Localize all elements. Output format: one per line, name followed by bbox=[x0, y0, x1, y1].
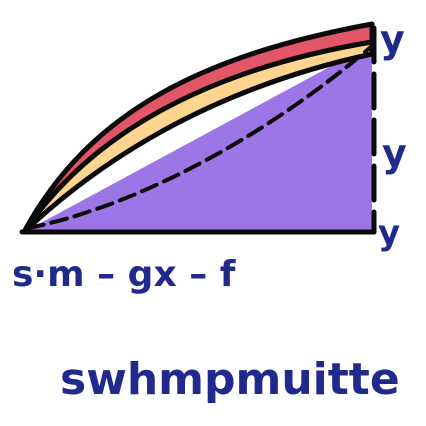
y-label-bottom: y bbox=[378, 213, 400, 253]
y-label-top: y bbox=[380, 17, 405, 61]
purple-triangle bbox=[24, 44, 372, 232]
formula-label: s·m – gx – f bbox=[12, 254, 236, 295]
y-label-middle: y bbox=[382, 131, 407, 175]
dashed-curve bbox=[26, 44, 374, 230]
caption-word: swhmpmuitte bbox=[60, 354, 400, 405]
